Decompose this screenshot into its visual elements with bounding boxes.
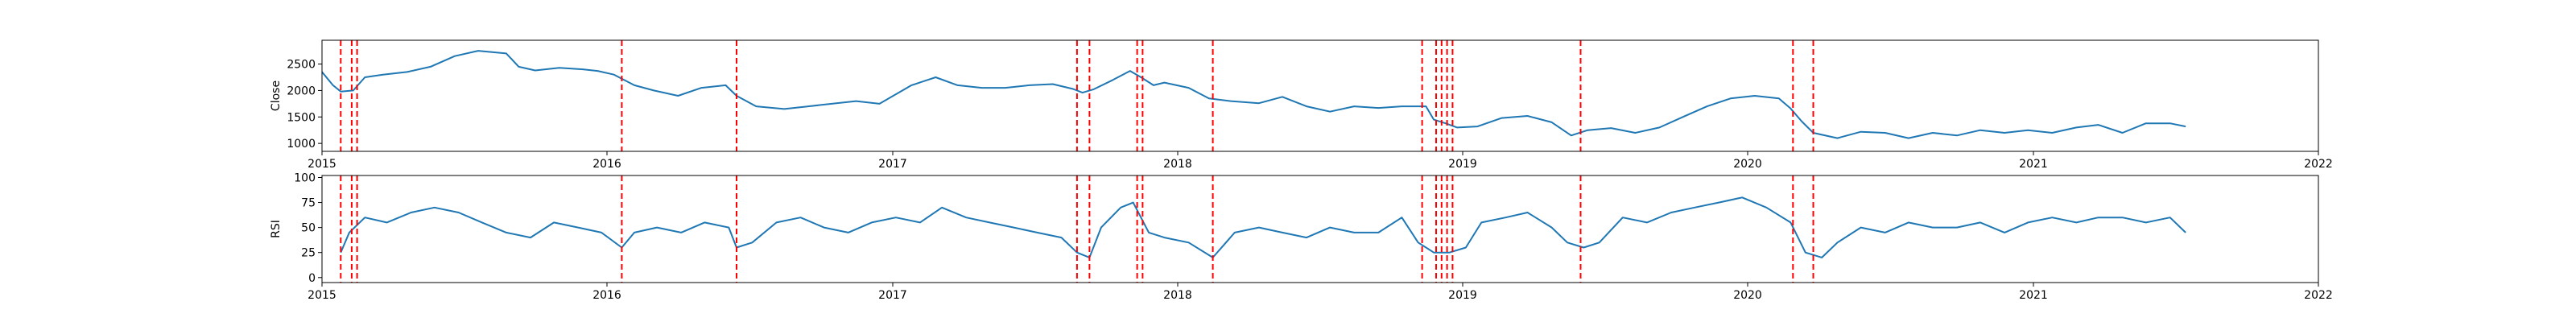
close-x-tick-label: 2017 <box>878 158 907 171</box>
close-x-tick-label: 2015 <box>308 158 336 171</box>
rsi-x-tick-label: 2017 <box>878 289 907 302</box>
rsi-y-tick-label: 0 <box>308 272 316 285</box>
rsi-x-tick-label: 2015 <box>308 289 336 302</box>
rsi-y-tick-label: 100 <box>294 171 316 184</box>
close-y-axis-label: Close <box>270 80 283 111</box>
rsi-x-tick-label: 2020 <box>1733 289 1762 302</box>
rsi-y-tick-label: 50 <box>301 222 316 235</box>
close-x-tick-label: 2020 <box>1733 158 1762 171</box>
rsi-x-tick-label: 2022 <box>2304 289 2333 302</box>
close-series-line <box>321 50 2186 139</box>
rsi-x-tick-label: 2018 <box>1163 289 1192 302</box>
close-x-tick-label: 2016 <box>592 158 621 171</box>
close-y-tick-label: 2500 <box>287 59 316 72</box>
close-y-tick-label: 1000 <box>287 138 316 151</box>
close-x-tick-label: 2021 <box>2019 158 2048 171</box>
close-x-tick-label: 2022 <box>2304 158 2333 171</box>
close-axes-frame <box>321 39 2319 152</box>
rsi-series-line <box>340 196 2186 258</box>
rsi-y-tick-label: 75 <box>301 197 316 210</box>
rsi-axes-frame <box>321 175 2319 283</box>
close-price-panel: 2015 2016 2017 2018 2019 2020 2021 2022 1000 1500… <box>270 39 2333 171</box>
rsi-panel: 2015 2016 2017 2018 2019 2020 2021 2022 0 25 50 75 1… <box>270 171 2333 302</box>
rsi-x-tick-label: 2021 <box>2019 289 2048 302</box>
rsi-y-tick-label: 25 <box>301 247 316 260</box>
rsi-y-axis-label: RSI <box>270 220 283 238</box>
close-y-tick-label: 2000 <box>287 85 316 97</box>
rsi-x-tick-label: 2016 <box>592 289 621 302</box>
rsi-x-tick-label: 2019 <box>1448 289 1477 302</box>
close-x-tick-label: 2019 <box>1448 158 1477 171</box>
close-y-tick-label: 1500 <box>287 111 316 124</box>
close-x-tick-label: 2018 <box>1163 158 1192 171</box>
